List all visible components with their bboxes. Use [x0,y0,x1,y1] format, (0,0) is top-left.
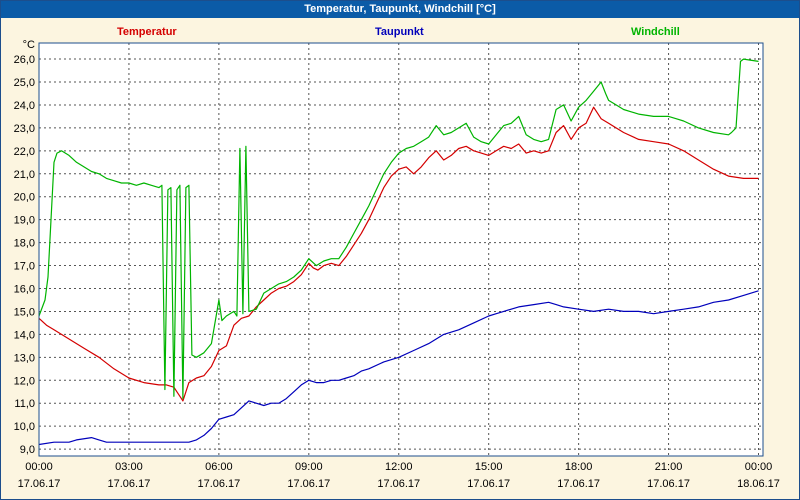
y-tick-label: 24,0 [14,100,35,112]
y-tick-label: 23,0 [14,123,35,135]
y-tick-label: 12,0 [14,375,35,387]
plot-frame [38,42,764,457]
x-tick-time-label: 00:00 [745,461,773,473]
y-tick-label: 26,0 [14,54,35,66]
x-tick-date-label: 17.06.17 [467,478,510,490]
series-line-taupunkt [38,290,759,446]
y-tick-label: 20,0 [14,192,35,204]
x-tick-time-label: 00:00 [25,461,53,473]
x-tick-date-label: 17.06.17 [18,478,61,490]
x-tick-date-label: 17.06.17 [108,478,151,490]
x-tick-time-label: 09:00 [295,461,323,473]
plot-area [39,43,763,456]
y-tick-label: 17,0 [14,261,35,273]
y-tick-label: 25,0 [14,77,35,89]
x-tick-time-label: 15:00 [475,461,503,473]
x-tick-date-label: 17.06.17 [647,478,690,490]
legend-taupunkt: Taupunkt [375,26,424,38]
legend-temperatur: Temperatur [117,26,177,38]
y-axis-unit-label: °C [23,39,35,51]
y-tick-label: 22,0 [14,146,35,158]
x-tick-date-label: 18.06.17 [737,478,780,490]
x-tick-time-label: 18:00 [565,461,593,473]
window-title: Temperatur, Taupunkt, Windchill [°C] [304,3,496,15]
y-tick-label: 11,0 [14,398,35,410]
y-tick-label: 19,0 [14,215,35,227]
y-tick-label: 16,0 [14,284,35,296]
y-tick-label: 14,0 [14,329,35,341]
y-tick-label: 15,0 [14,306,35,318]
x-tick-date-label: 17.06.17 [377,478,420,490]
window-titlebar: Temperatur, Taupunkt, Windchill [°C] [1,1,799,18]
y-tick-label: 9,0 [20,444,35,456]
x-tick-date-label: 17.06.17 [287,478,330,490]
y-tick-label: 18,0 [14,238,35,250]
y-tick-label: 21,0 [14,169,35,181]
x-tick-time-label: 03:00 [115,461,143,473]
x-tick-time-label: 21:00 [655,461,683,473]
legend-windchill: Windchill [631,26,680,38]
y-tick-label: 13,0 [14,352,35,364]
series-line-temperatur [38,106,759,402]
series-line-windchill [38,58,759,400]
y-tick-label: 10,0 [14,421,35,433]
x-tick-date-label: 17.06.17 [557,478,600,490]
x-tick-time-label: 12:00 [385,461,413,473]
x-tick-date-label: 17.06.17 [197,478,240,490]
x-tick-time-label: 06:00 [205,461,233,473]
